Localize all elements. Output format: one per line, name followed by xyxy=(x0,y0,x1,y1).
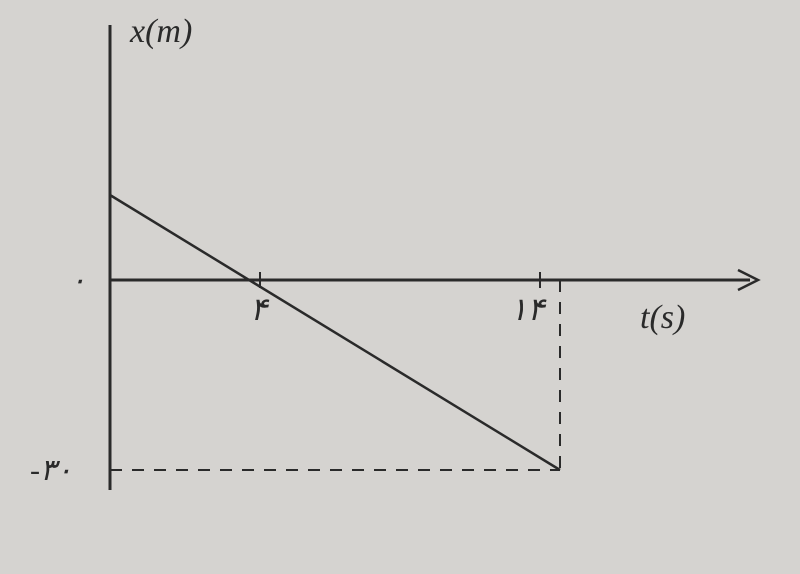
origin-label: ۰ xyxy=(70,264,86,297)
y-axis-label: x(m) xyxy=(129,13,192,50)
y-tick-neg30-label: -۳۰ xyxy=(30,454,72,487)
x-tick-4-label: ۴ xyxy=(250,291,270,327)
position-time-chart: x(m) t(s) ۰ ۴ ۱۴ -۳۰ xyxy=(0,0,800,574)
x-tick-14-label: ۱۴ xyxy=(510,291,547,327)
chart-svg: x(m) t(s) ۰ ۴ ۱۴ -۳۰ xyxy=(0,0,800,574)
data-line xyxy=(110,195,560,470)
x-axis-label: t(s) xyxy=(640,299,685,336)
